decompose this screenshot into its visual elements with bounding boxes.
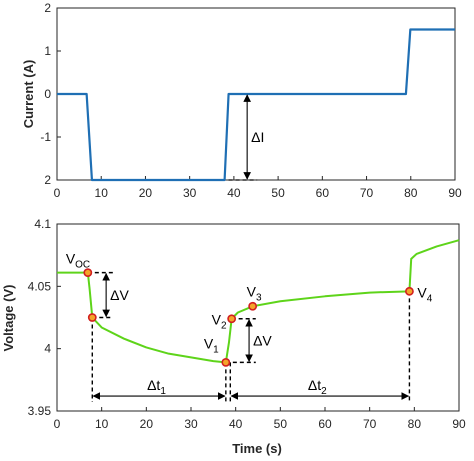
voltage-point-subscript: OC (75, 260, 90, 271)
delta-i-label: ΔI (251, 129, 264, 145)
delta-v-label: ΔV (110, 287, 129, 303)
voltage-point-subscript: 1 (213, 344, 219, 355)
current-x-tick-label: 90 (448, 186, 462, 200)
voltage-point-subscript: 2 (221, 321, 227, 332)
current-y-axis-label: Current (A) (21, 60, 36, 129)
delta-t-subscript: 2 (321, 386, 327, 397)
voltage-x-tick-label: 40 (229, 417, 243, 431)
voltage-x-tick-label: 80 (408, 417, 422, 431)
voltage-point-subscript: 3 (256, 292, 262, 303)
current-x-tick-label: 10 (95, 186, 109, 200)
current-x-tick-label: 60 (316, 186, 330, 200)
current-x-tick-label: 40 (227, 186, 241, 200)
voltage-y-tick-label: 4.1 (34, 217, 51, 231)
current-y-tick-label: 0 (44, 87, 51, 101)
voltage-x-tick-label: 20 (140, 417, 154, 431)
current-chart: 0 10 20 30 40 50 60 70 80 90 210-12 ΔI Current (A… (21, 1, 462, 200)
voltage-plot-frame (56, 223, 460, 412)
voltage-point-marker (83, 268, 93, 278)
delta-v-label: ΔV (253, 333, 272, 349)
current-series-line (57, 28, 455, 182)
current-x-ticks: 0 10 20 30 40 50 60 70 80 90 (54, 176, 462, 200)
current-x-tick-label: 50 (271, 186, 285, 200)
voltage-guides (87, 271, 411, 403)
voltage-point-marker (405, 286, 414, 296)
time-x-axis-label: Time (s) (232, 441, 282, 456)
voltage-x-tick-label: 90 (452, 417, 466, 431)
voltage-x-tick-label: 70 (363, 417, 377, 431)
voltage-y-ticks: 4.1 4.05 4 3.95 (28, 217, 61, 418)
current-x-tick-label: 0 (54, 186, 61, 200)
voltage-point-marker (248, 301, 258, 311)
voltage-x-tick-label: 0 (54, 417, 61, 431)
voltage-y-tick-label: 4 (44, 342, 51, 356)
current-y-tick-label: 2 (44, 1, 51, 15)
voltage-x-tick-label: 60 (318, 417, 332, 431)
current-x-tick-label: 20 (139, 186, 153, 200)
voltage-point-marker (221, 357, 231, 367)
voltage-point-subscript: 4 (427, 293, 433, 304)
voltage-point-marker (227, 314, 237, 324)
current-annotations: ΔI (228, 94, 264, 181)
voltage-x-tick-label: 50 (274, 417, 288, 431)
delta-t-subscript: 1 (160, 386, 166, 397)
voltage-x-tick-label: 10 (95, 417, 109, 431)
voltage-y-tick-label: 4.05 (28, 279, 52, 293)
current-x-tick-label: 70 (360, 186, 374, 200)
current-series (57, 28, 455, 182)
voltage-series-line (57, 239, 460, 364)
voltage-x-tick-label: 30 (184, 417, 198, 431)
current-x-tick-label: 30 (183, 186, 197, 200)
current-y-tick-label: 2 (44, 173, 51, 187)
voltage-x-ticks: 0 10 20 30 40 50 60 70 80 90 (54, 407, 466, 431)
current-y-tick-label: -1 (40, 130, 51, 144)
voltage-y-axis-label: Voltage (V) (1, 285, 16, 352)
voltage-y-tick-label: 3.95 (28, 404, 52, 418)
voltage-point-marker (87, 313, 97, 322)
current-y-tick-label: 1 (44, 44, 51, 58)
voltage-series (57, 239, 460, 364)
current-x-tick-label: 80 (404, 186, 418, 200)
